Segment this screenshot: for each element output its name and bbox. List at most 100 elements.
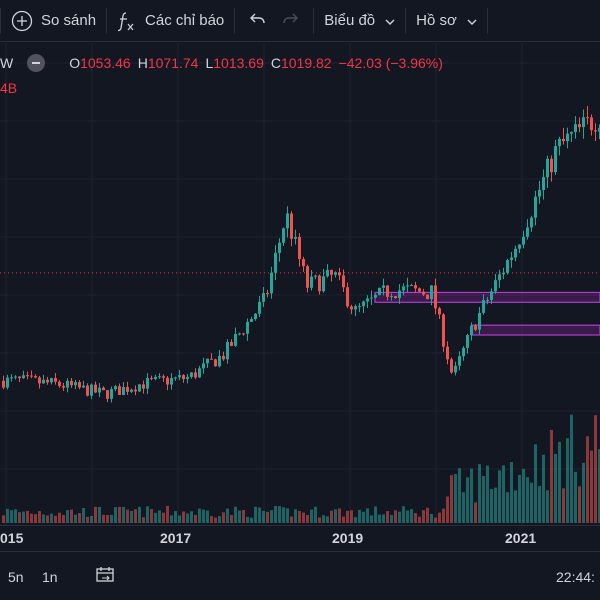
volume-bar: [42, 514, 45, 523]
volume-bar: [362, 511, 365, 523]
volume-bar: [430, 513, 433, 523]
x-tick-label: 2019: [332, 530, 364, 546]
volume-bar: [54, 515, 57, 523]
candle-body: [486, 299, 489, 301]
candle-body: [330, 269, 333, 275]
candle-body: [294, 236, 297, 239]
volume-bar: [282, 507, 285, 523]
candle-body: [54, 378, 57, 382]
date-range-icon[interactable]: [95, 565, 115, 588]
high-value: 1071.74: [147, 55, 199, 71]
candle-body: [510, 257, 513, 261]
volume-bar: [502, 465, 505, 523]
volume-bar: [278, 506, 281, 523]
volume-bar: [422, 510, 425, 523]
candle-body: [22, 375, 25, 379]
candle-body: [26, 375, 29, 377]
candle-body: [246, 321, 249, 334]
volume-bar: [222, 512, 225, 523]
candle-body: [86, 385, 89, 396]
redo-icon[interactable]: [281, 11, 299, 31]
candle-body: [502, 272, 505, 275]
volume-bar: [338, 508, 341, 523]
volume-bar: [390, 515, 393, 523]
volume-bar: [310, 509, 313, 523]
toolbar-separator: [486, 7, 488, 34]
candle-body: [138, 384, 141, 392]
volume-bar: [242, 510, 245, 523]
volume-bar: [6, 508, 9, 523]
change-value: −42.03 (−3.96%): [338, 55, 443, 71]
range-1y-button[interactable]: 1n: [42, 569, 58, 585]
close-key: C: [270, 55, 281, 71]
zone-rectangle: [471, 324, 600, 336]
chart-type-dropdown[interactable]: Biểu đồ: [314, 0, 405, 42]
candle-body: [310, 276, 313, 288]
volume-bar: [138, 506, 141, 523]
volume-bar: [518, 474, 521, 523]
close-value: 1019.82: [280, 55, 332, 71]
candle-body: [46, 379, 49, 383]
volume-bar: [170, 515, 173, 523]
volume-bar: [298, 511, 301, 523]
candle-body: [74, 382, 77, 386]
undo-icon[interactable]: [249, 11, 267, 31]
chevron-down-icon: [467, 12, 477, 29]
candle-body: [234, 333, 237, 346]
x-tick-label: 015: [0, 530, 24, 546]
volume-bar: [406, 510, 409, 523]
volume-bar: [522, 468, 525, 523]
volume-bar: [594, 415, 597, 523]
volume-bar: [534, 444, 537, 523]
volume-bar: [334, 509, 337, 523]
time-axis[interactable]: 015 2017 2019 2021: [0, 525, 600, 550]
candle-body: [314, 275, 317, 277]
symbol-name[interactable]: W: [0, 55, 14, 71]
candle-body: [146, 377, 149, 389]
volume-bar: [14, 509, 17, 523]
candle-body: [238, 333, 241, 335]
volume-bar: [342, 516, 345, 523]
volume-bar: [26, 510, 29, 523]
toolbar-separator: [0, 7, 1, 34]
volume-bar: [370, 515, 373, 523]
toolbar-separator: [234, 7, 236, 34]
volume-bar: [314, 506, 317, 523]
candle-body: [382, 285, 385, 288]
indicators-button[interactable]: Các chỉ báo: [107, 0, 234, 42]
volume-bar: [526, 477, 529, 523]
profile-label: Hồ sơ: [416, 12, 457, 29]
price-chart[interactable]: [0, 43, 600, 525]
candle-body: [50, 378, 53, 383]
volume-bar: [186, 513, 189, 523]
candle-body: [170, 378, 173, 385]
volume-bar: [394, 510, 397, 523]
candle-body: [290, 213, 293, 239]
candle-body: [70, 380, 73, 386]
volume-bar: [250, 517, 253, 523]
candle-body: [30, 375, 33, 377]
candle-body: [102, 387, 105, 391]
candle-body: [306, 266, 309, 288]
volume-bar: [46, 515, 49, 523]
volume-bar: [326, 516, 329, 523]
candle-body: [90, 384, 93, 396]
volume-bar: [182, 511, 185, 523]
range-5y-button[interactable]: 5n: [8, 569, 24, 585]
candle-body: [94, 384, 97, 393]
volume-bar: [258, 507, 261, 523]
candle-body: [298, 236, 301, 260]
volume-bar: [302, 512, 305, 523]
volume-bar: [162, 512, 165, 523]
candle-body: [278, 242, 281, 253]
compare-button[interactable]: So sánh: [1, 0, 106, 42]
volume-bar: [450, 475, 453, 523]
profile-dropdown[interactable]: Hồ sơ: [406, 0, 487, 42]
candle-body: [182, 375, 185, 380]
candle-body: [346, 287, 349, 307]
collapse-legend-button[interactable]: [27, 54, 46, 72]
volume-bar: [106, 514, 109, 523]
candle-body: [110, 389, 113, 399]
candle-body: [358, 306, 361, 308]
volume-bar: [34, 514, 37, 523]
